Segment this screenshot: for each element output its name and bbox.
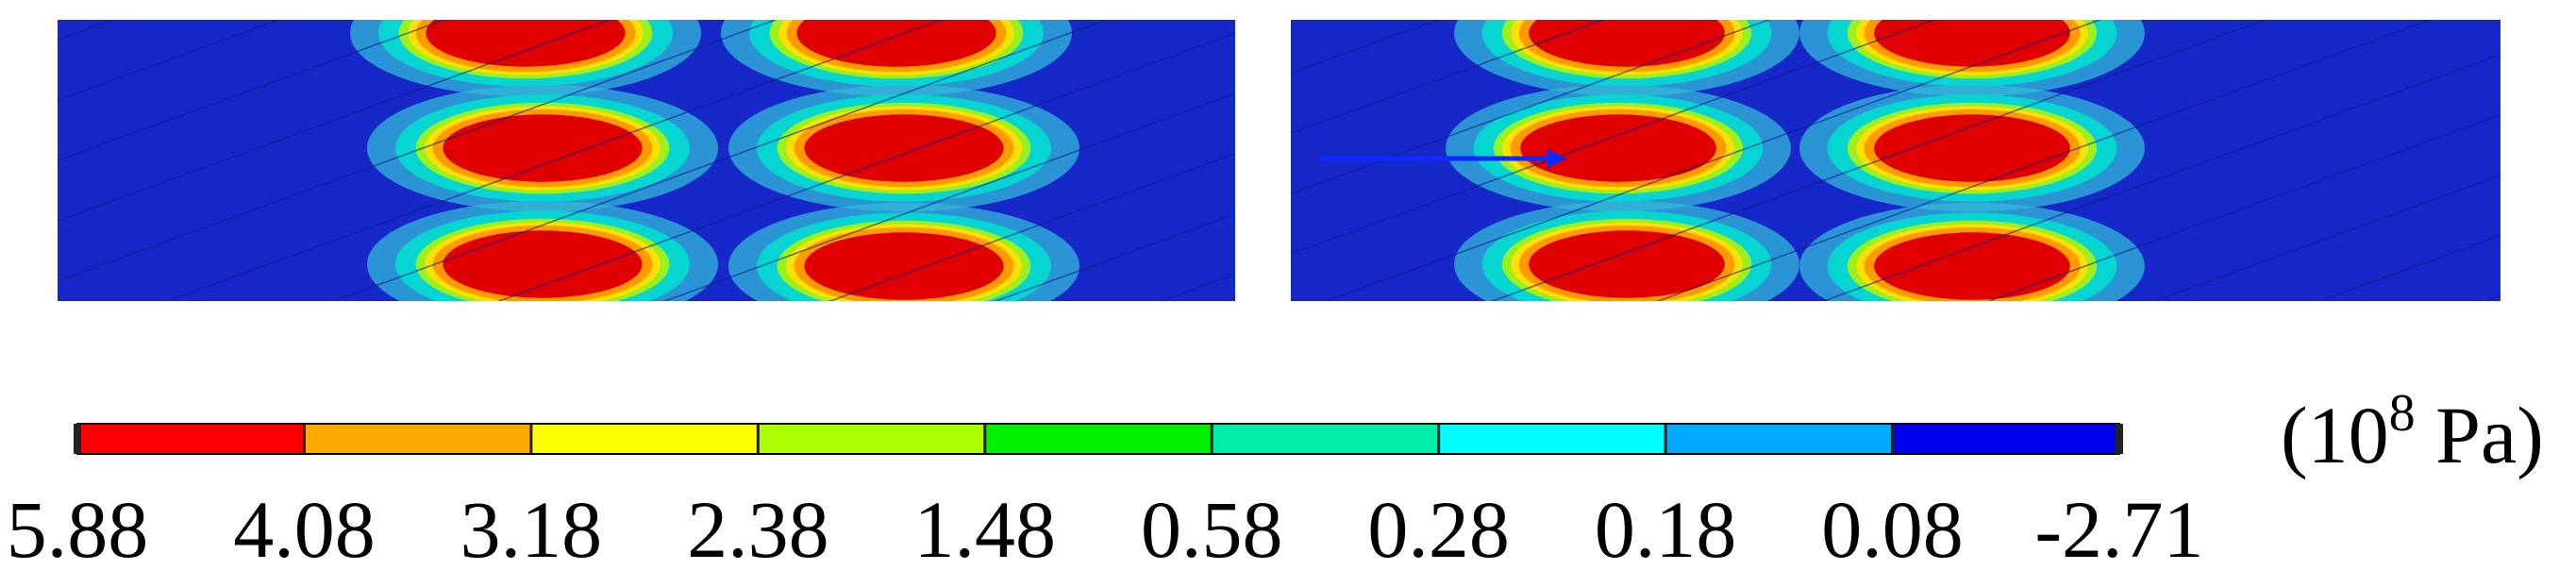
colorbar-label: 0.58 (1141, 484, 1283, 575)
colorbar-segment (530, 424, 759, 454)
unit-label: (108 Pa) (2281, 384, 2544, 480)
colorbar-segment (77, 424, 305, 454)
axis-arrow-head (1547, 149, 1566, 168)
colorbar-label: -2.71 (2034, 484, 2203, 575)
contour-panel-right (1291, 20, 2501, 301)
colorbar-segment (1892, 424, 2119, 454)
colorbar-label: 2.38 (687, 484, 829, 575)
panel-texture (58, 20, 1235, 301)
unit-suffix: Pa) (2416, 390, 2544, 480)
colorbar-segment (984, 424, 1213, 454)
colorbar-segment (1438, 424, 1666, 454)
colorbar-segment (758, 424, 985, 454)
colorbar-segment (1212, 424, 1439, 454)
colorbar-label: 1.48 (914, 484, 1057, 575)
colorbar-label: 0.18 (1595, 484, 1737, 575)
colorbar: 5.88 4.08 3.18 2.38 1.48 0.58 0.28 0.18 0.08 -2.7… (7, 423, 2204, 575)
colorbar-label: 5.88 (7, 484, 149, 575)
colorbar-label: 3.18 (460, 484, 603, 575)
colorbar-segment (1665, 424, 1893, 454)
colorbar-label: 4.08 (233, 484, 376, 575)
colorbar-label: 0.08 (1821, 484, 1964, 575)
colorbar-segment (304, 424, 531, 454)
colorbar-label: 0.28 (1367, 484, 1510, 575)
unit-exponent: 8 (2389, 384, 2416, 443)
contour-panel-left (58, 20, 1235, 301)
unit-prefix: (10 (2281, 390, 2389, 480)
